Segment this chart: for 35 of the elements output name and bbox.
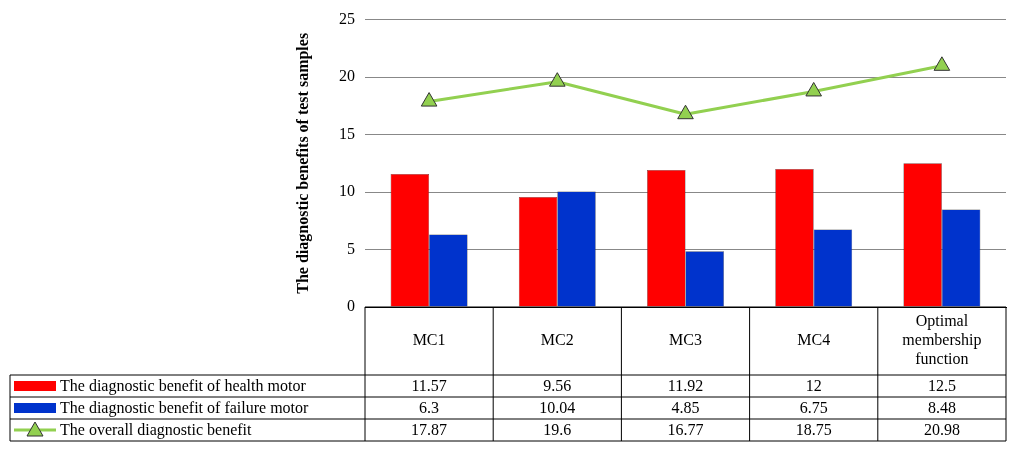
- data-label: 11.92: [667, 377, 704, 395]
- point: [933, 56, 951, 71]
- data-label: 4.85: [671, 399, 700, 417]
- legend-label: The overall diagnostic benefit: [60, 421, 253, 440]
- y-tick-label: 10: [339, 182, 355, 200]
- data-label: 6.3: [419, 399, 440, 417]
- data-label: 12.5: [927, 377, 956, 395]
- data-label: 9.56: [543, 377, 572, 395]
- legend-label: The diagnostic benefit of health motor: [60, 377, 307, 396]
- y-tick-label: 25: [339, 9, 355, 27]
- data-label: 10.04: [539, 399, 576, 417]
- point: [805, 81, 822, 97]
- y-tick-label: 15: [339, 124, 355, 142]
- x-tick-label: MC1: [412, 331, 446, 349]
- data-label: 19.6: [543, 421, 572, 439]
- data-label: 12: [805, 377, 822, 395]
- y-tick-label: 0: [347, 297, 355, 315]
- point: [549, 72, 566, 87]
- data-label: 18.75: [795, 421, 832, 439]
- point: [420, 92, 438, 107]
- y-axis-title: The diagnostic benefits of test samples: [293, 32, 312, 294]
- legend-label: The diagnostic benefit of failure motor: [60, 399, 310, 418]
- x-tick-label: MC4: [797, 331, 831, 349]
- data-label: 17.87: [411, 421, 448, 439]
- x-tick-label: MC2: [540, 331, 574, 349]
- y-tick-label: 20: [339, 67, 355, 85]
- data-label: 6.75: [799, 399, 828, 417]
- point: [677, 104, 694, 120]
- y-tick-label: 5: [347, 239, 355, 257]
- data-label: 11.57: [411, 377, 447, 395]
- x-tick-label: Optimal membership function: [902, 312, 982, 368]
- x-tick-label: MC3: [669, 331, 702, 349]
- data-label: 8.48: [927, 399, 956, 417]
- data-label: 20.98: [923, 421, 960, 439]
- data-label: 16.77: [667, 421, 704, 439]
